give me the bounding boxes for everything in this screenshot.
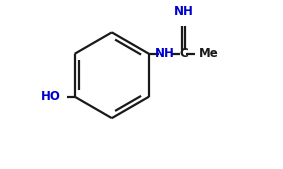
- Text: NH: NH: [155, 47, 175, 60]
- Text: C: C: [179, 47, 188, 60]
- Text: HO: HO: [41, 90, 61, 103]
- Text: NH: NH: [174, 5, 194, 18]
- Text: Me: Me: [198, 47, 218, 60]
